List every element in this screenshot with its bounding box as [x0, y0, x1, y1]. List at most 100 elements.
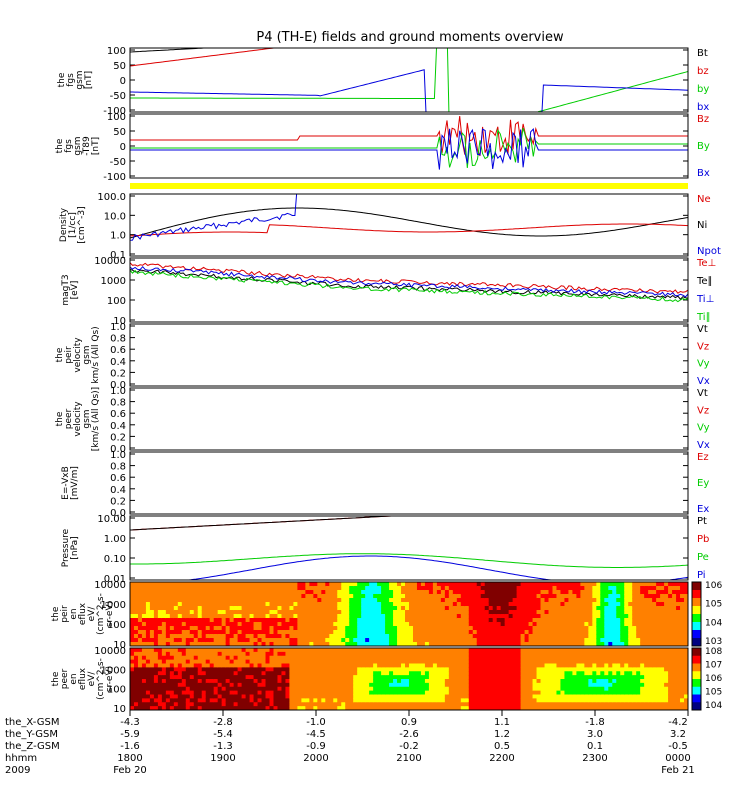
- spectrogram-cell: [405, 586, 410, 591]
- y-axis-label: eflux: [78, 602, 88, 625]
- spectrogram-cell: [241, 630, 247, 635]
- spectrogram-cell: [580, 614, 585, 619]
- spectrogram-cell: [520, 667, 526, 672]
- spectrogram-cell: [684, 690, 688, 696]
- spectrogram-cell: [165, 698, 171, 703]
- spectrogram-cell: [213, 698, 219, 703]
- spectrogram-cell: [269, 667, 275, 672]
- spectrogram-cell: [660, 590, 665, 595]
- spectrogram-cell: [313, 638, 318, 643]
- spectrogram-cell: [381, 694, 386, 699]
- spectrogram-cell: [456, 638, 462, 643]
- spectrogram-cell: [305, 682, 310, 688]
- spectrogram-cell: [604, 630, 609, 635]
- spectrogram-cell: [624, 648, 629, 653]
- spectrogram-cell: [684, 638, 688, 643]
- spectrogram-cell: [624, 590, 629, 595]
- spectrogram-cell: [257, 702, 263, 707]
- spectrogram-cell: [556, 590, 562, 595]
- spectrogram-cell: [516, 648, 522, 653]
- spectrogram-cell: [289, 590, 295, 595]
- spectrogram-cell: [153, 594, 159, 599]
- colorbar-frame: [691, 647, 702, 711]
- spectrogram-cell: [349, 648, 354, 653]
- spectrogram-cell: [225, 594, 231, 599]
- spectrogram-cell: [205, 642, 211, 646]
- spectrogram-cell: [624, 630, 629, 635]
- spectrogram-cell: [492, 638, 498, 643]
- spectrogram-cell: [488, 655, 494, 661]
- spectrogram-cell: [592, 702, 597, 707]
- spectrogram-cell: [420, 622, 426, 627]
- spectrogram-cell: [317, 626, 322, 631]
- spectrogram-cell: [137, 655, 143, 661]
- spectrogram-cell: [628, 626, 633, 631]
- spectrogram-cell: [153, 694, 159, 699]
- spectrogram-cell: [508, 682, 514, 688]
- spectrogram-cell: [261, 602, 267, 607]
- spectrogram-cell: [385, 686, 390, 692]
- spectrogram-cell: [544, 655, 550, 661]
- spectrogram-cell: [468, 663, 474, 668]
- spectrogram-cell: [225, 586, 231, 591]
- spectrogram-cell: [584, 655, 589, 661]
- spectrogram-cell: [409, 622, 414, 627]
- spectrogram-cell: [297, 651, 302, 657]
- spectrogram-cell: [612, 606, 617, 611]
- spectrogram-cell: [349, 694, 354, 699]
- spectrogram-cell: [361, 618, 366, 623]
- y-axis-label: sr-eV): [105, 601, 115, 627]
- spectrogram-cell: [488, 642, 494, 646]
- spectrogram-cell: [293, 671, 298, 676]
- spectrogram-cell: [221, 706, 227, 710]
- spectrogram-cell: [472, 638, 478, 643]
- spectrogram-cell: [536, 655, 542, 661]
- spectrogram-cell: [500, 694, 506, 699]
- spectrogram-cell: [133, 675, 139, 680]
- spectrogram-cell: [568, 694, 574, 699]
- spectrogram-cell: [420, 638, 426, 643]
- y-tick-label: 1000: [101, 600, 126, 611]
- spectrogram-cell: [480, 698, 486, 703]
- spectrogram-cell: [317, 694, 322, 699]
- spectrogram-cell: [337, 659, 342, 665]
- spectrogram-cell: [157, 638, 163, 643]
- spectrogram-cell: [436, 675, 442, 680]
- spectrogram-cell: [217, 682, 223, 688]
- spectrogram-cell: [225, 698, 231, 703]
- spectrogram-cell: [520, 694, 526, 699]
- spectrogram-cell: [632, 622, 637, 627]
- spectrogram-cell: [640, 682, 645, 688]
- spectrogram-cell: [464, 690, 470, 696]
- spectrogram-cell: [616, 655, 621, 661]
- spectrogram-cell: [321, 638, 326, 643]
- spectrogram-cell: [345, 582, 350, 587]
- spectrogram-cell: [205, 686, 211, 692]
- spectrogram-cell: [201, 698, 207, 703]
- spectrogram-cell: [524, 618, 530, 623]
- spectrogram-cell: [145, 614, 151, 619]
- spectrogram-cell: [201, 667, 207, 672]
- spectrogram-cell: [516, 618, 522, 623]
- spectrogram-cell: [460, 655, 466, 661]
- spectrogram-cell: [636, 648, 641, 653]
- spectrogram-cell: [644, 679, 649, 684]
- spectrogram-cell: [313, 679, 318, 684]
- spectrogram-cell: [293, 594, 298, 599]
- spectrogram-cell: [636, 618, 641, 623]
- spectrogram-cell: [189, 634, 195, 639]
- spectrogram-cell: [269, 602, 275, 607]
- spectrogram-cell: [572, 706, 577, 710]
- spectrogram-cell: [217, 630, 223, 635]
- spectrogram-cell: [456, 606, 462, 611]
- spectrogram-cell: [305, 602, 310, 607]
- y-axis-label: (cm^2-s-: [96, 658, 106, 700]
- spectrogram-cell: [237, 586, 243, 591]
- spectrogram-cell: [476, 706, 482, 710]
- spectrogram-cell: [476, 682, 482, 688]
- spectrogram-cell: [448, 690, 454, 696]
- spectrogram-cell: [556, 586, 562, 591]
- spectrogram-cell: [201, 610, 207, 615]
- spectrogram-cell: [684, 682, 688, 688]
